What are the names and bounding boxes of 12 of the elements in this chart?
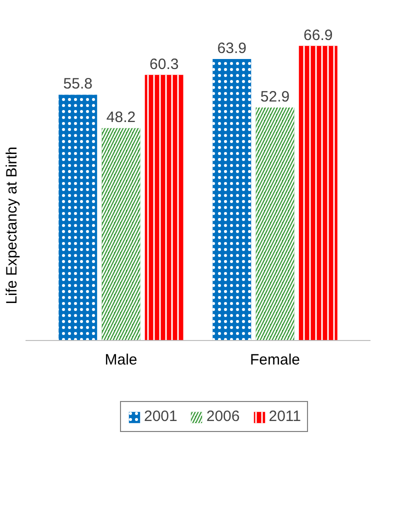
legend-label: 2011	[268, 408, 302, 425]
legend-label: 2001	[144, 408, 178, 425]
legend-label: 2006	[206, 408, 240, 425]
data-label: 48.2	[106, 109, 136, 126]
data-label: 60.3	[150, 56, 179, 73]
y-axis-title: Life Expectancy at Birth	[4, 146, 20, 304]
data-label: 55.8	[63, 76, 92, 93]
x-tick-label: Male	[104, 351, 138, 368]
data-label: 63.9	[217, 40, 246, 58]
data-label: 52.9	[260, 88, 290, 106]
data-label: 66.9	[304, 26, 333, 44]
x-tick-label: Female	[250, 351, 300, 368]
